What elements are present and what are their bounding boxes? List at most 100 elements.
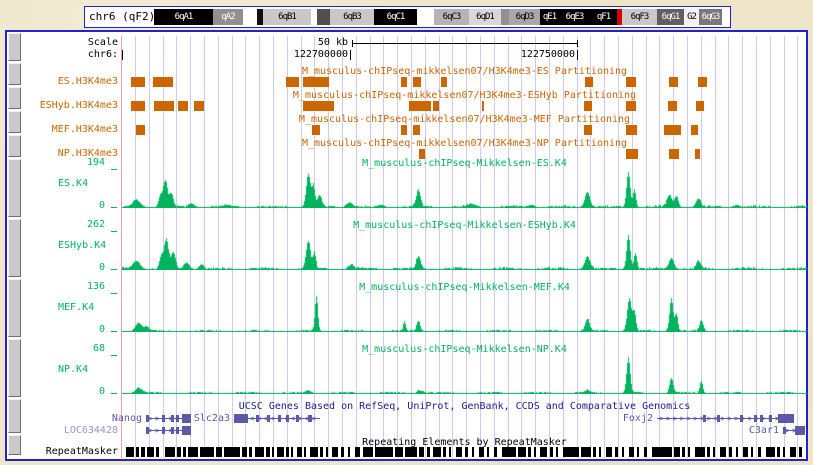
gene-row-1[interactable]: >>>>>> Nanog <<<<<<<<<<<< Slc2a3 >>>>>>>>>>>… <box>112 413 807 424</box>
signal-track-eshyb-k4[interactable]: M_musculus-chIPseq-Mikkelsen-ESHyb.K4 26… <box>7 218 807 280</box>
ideogram-band <box>311 9 317 25</box>
repeat-block <box>277 447 284 457</box>
repeat-block <box>355 447 360 457</box>
gene-exon <box>769 415 772 422</box>
gene-LOC634428[interactable]: >>>>>> <box>146 425 191 436</box>
partition-block <box>482 101 484 111</box>
ideogram-band-6qE3: 6qE3 <box>559 9 590 25</box>
ideogram-band <box>501 9 509 25</box>
repeat-track-blocks[interactable] <box>122 447 807 457</box>
ideogram-band-6qF3: 6qF3 <box>622 9 657 25</box>
scale-label: Scale <box>87 37 118 48</box>
gene-thick-exon <box>778 414 794 423</box>
coordinate-right: 122750000 <box>520 49 575 60</box>
repeat-block <box>141 447 145 457</box>
repeat-block <box>286 447 289 457</box>
ideogram-band-qE1: qE1 <box>540 9 559 25</box>
partition-block <box>136 125 145 135</box>
track-resize-button-9[interactable] <box>8 399 21 433</box>
ideogram-band-6qB1: 6qB1 <box>263 9 311 25</box>
gene-Slc2a3[interactable]: <<<<<<<<<<<< <box>234 413 320 424</box>
gene-exon <box>760 415 763 422</box>
partition-block <box>695 149 700 159</box>
repeat-block <box>255 447 264 457</box>
signal-track-mef-k4[interactable]: M_musculus-chIPseq-Mikkelsen-MEF.K4 136 … <box>7 280 807 342</box>
scale-bar <box>352 43 578 44</box>
chromosome-ideogram[interactable]: chr6 (qF2) 6qA1 qA2 6qB1 6qB3 6qC1 6qC3 6qD1 6q… <box>84 6 731 28</box>
signal-max-value: 262 <box>86 219 105 230</box>
gene-strand-arrows: >>>>>> <box>148 414 189 423</box>
partition-track-label: ES.H3K4me3 <box>57 76 118 87</box>
repeat-block <box>758 447 761 457</box>
ideogram-band-6qG1: 6qG1 <box>657 9 684 25</box>
signal-plot-canvas[interactable] <box>122 231 807 270</box>
track-resize-button-2[interactable] <box>8 87 21 109</box>
chrom-position-label: chr6: <box>87 49 118 60</box>
partition-track-mef[interactable]: M_musculus-chIPseq-mikkelsen07/H3K4me3-M… <box>7 114 806 138</box>
partition-block <box>668 101 677 111</box>
repeat-block <box>147 447 154 457</box>
partition-block <box>154 101 174 111</box>
repeat-block <box>751 447 753 457</box>
repeat-block <box>637 447 639 457</box>
ideogram-band-G2: G2 <box>684 9 699 25</box>
partition-track-title: M_musculus-chIPseq-mikkelsen07/H3K4me3-E… <box>292 90 637 101</box>
partition-track-es[interactable]: M_musculus-chIPseq-mikkelsen07/H3K4me3-E… <box>7 66 806 90</box>
partition-block <box>669 149 679 159</box>
partition-block <box>312 125 320 135</box>
gene-exon <box>278 415 281 422</box>
repeat-block <box>465 447 468 457</box>
partition-block <box>419 149 425 159</box>
repeat-block <box>449 447 451 457</box>
coordinate-left-tick <box>350 50 351 60</box>
partition-block <box>441 77 447 87</box>
gene-strand-arrows: <<<<<<<<<<<< <box>236 414 318 423</box>
repeat-block <box>363 447 373 457</box>
track-resize-button-3[interactable] <box>8 111 21 133</box>
track-resize-button-8[interactable] <box>8 339 21 397</box>
track-resize-button-10[interactable] <box>8 435 21 455</box>
signal-plot-canvas[interactable] <box>122 293 807 332</box>
track-resize-button-0[interactable] <box>8 33 21 61</box>
ideogram-band <box>243 9 257 25</box>
ideogram-band-qF1: qF1 <box>590 9 617 25</box>
gene-exon <box>162 427 165 434</box>
repeat-block <box>433 447 441 457</box>
track-resize-button-7[interactable] <box>8 279 21 337</box>
ideogram-band-6qA1: 6qA1 <box>154 9 213 25</box>
repeat-block <box>581 447 591 457</box>
gene-Nanog[interactable]: >>>>>> <box>146 413 191 424</box>
repeat-block <box>688 447 690 457</box>
partition-block <box>698 77 707 87</box>
track-resize-button-4[interactable] <box>8 135 21 157</box>
repeat-track-title: Repeating Elements by RepeatMasker <box>362 437 567 448</box>
partition-block <box>413 125 420 135</box>
repeat-block <box>341 447 344 457</box>
signal-track-np-k4[interactable]: M_musculus-chIPseq-Mikkelsen-NP.K4 68 0 … <box>7 342 807 404</box>
repeat-block <box>622 447 624 457</box>
gene-Foxj2[interactable]: >>>>>>>>>>>>>>>>>>> <box>657 413 794 424</box>
partition-track-np[interactable]: M_musculus-chIPseq-mikkelsen07/H3K4me3-N… <box>7 138 806 162</box>
gene-row-2[interactable]: >>>>>>>>>C3ar1 <box>122 425 807 436</box>
ideogram-band <box>417 9 434 25</box>
gene-exon <box>267 415 270 422</box>
partition-track-eshyb[interactable]: M_musculus-chIPseq-mikkelsen07/H3K4me3-E… <box>7 90 806 114</box>
repeat-block <box>682 447 685 457</box>
repeat-block <box>674 447 680 457</box>
gene-exon <box>146 427 149 434</box>
track-resize-button-5[interactable] <box>8 159 21 217</box>
repeat-block <box>216 447 222 457</box>
signal-track-title: M_musculus-chIPseq-Mikkelsen-ESHyb.K4 <box>353 220 576 231</box>
track-resize-button-1[interactable] <box>8 63 21 85</box>
signal-plot-canvas[interactable] <box>122 355 807 394</box>
gene-exon <box>783 427 786 434</box>
gene-exon <box>308 415 312 422</box>
repeat-block <box>456 447 462 457</box>
partition-block <box>413 77 421 87</box>
repeat-block <box>599 447 601 457</box>
track-resize-button-6[interactable] <box>8 219 21 277</box>
signal-track-es-k4[interactable]: M_musculus-chIPseq-Mikkelsen-ES.K4 194 0… <box>7 156 807 218</box>
signal-plot-canvas[interactable] <box>122 169 807 208</box>
gene-C3ar1[interactable]: >>> <box>783 425 805 436</box>
coordinate-left: 122700000 <box>293 49 348 60</box>
